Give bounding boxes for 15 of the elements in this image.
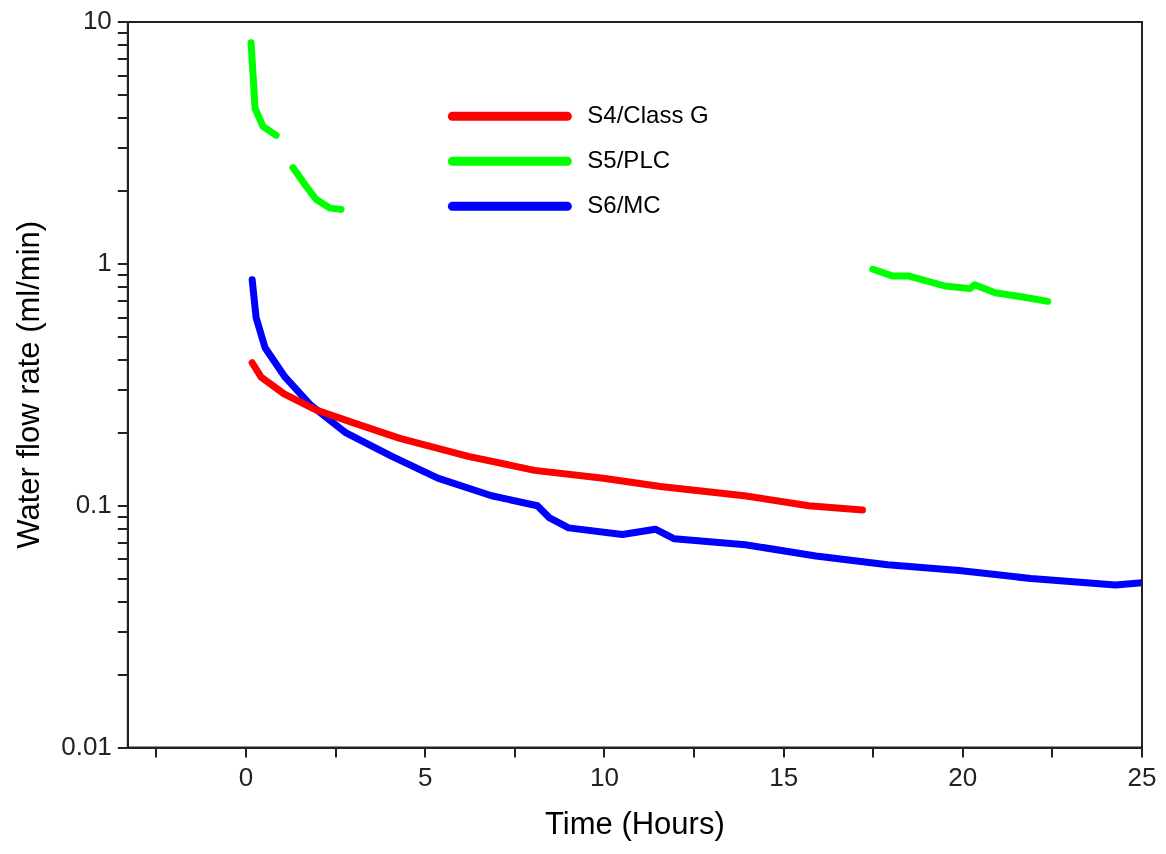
x-tick-label: 10 [589, 762, 619, 793]
legend-label: S5/PLC [587, 145, 671, 173]
x-tick-label: 25 [1127, 762, 1157, 793]
x-axis-title: Time (Hours) [545, 805, 725, 841]
y-tick-label: 1 [97, 247, 112, 278]
x-tick-label: 20 [948, 762, 978, 793]
x-tick-label: 15 [769, 762, 799, 793]
y-tick-label: 0.1 [75, 488, 112, 519]
y-tick-label: 10 [82, 5, 112, 36]
x-tick-label: 0 [238, 762, 254, 793]
y-tick-label: 0.01 [61, 730, 112, 761]
legend-label: S6/MC [587, 190, 661, 218]
y-axis-title: Water flow rate (ml/min) [11, 220, 47, 549]
legend-label: S4/Class G [587, 100, 709, 128]
x-tick-label: 5 [418, 762, 433, 793]
